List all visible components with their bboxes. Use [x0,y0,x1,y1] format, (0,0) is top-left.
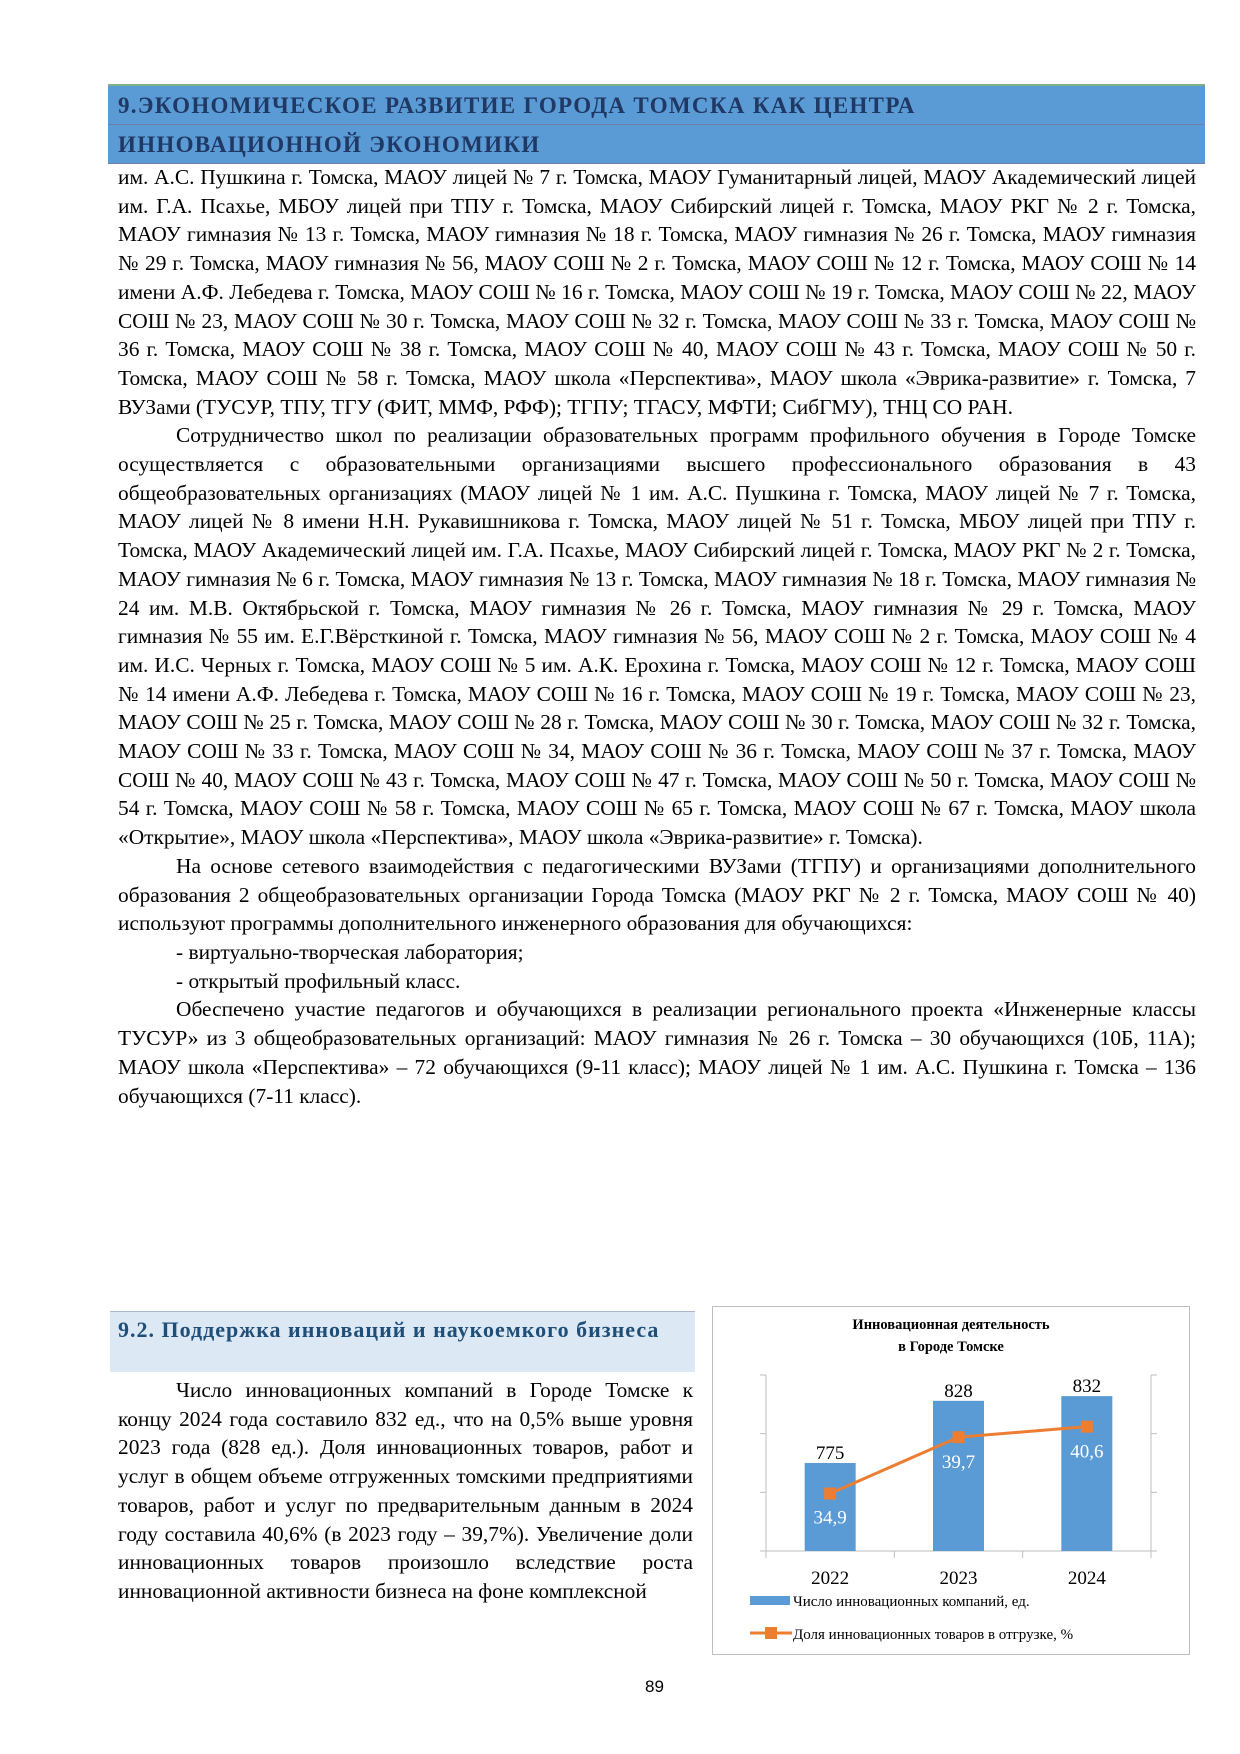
legend-bar-swatch [750,1596,790,1605]
chart-svg: Инновационная деятельность в Городе Томс… [737,1317,1173,1643]
section-header: 9.ЭКОНОМИЧЕСКОЕ РАЗВИТИЕ ГОРОДА ТОМСКА К… [108,84,1205,164]
line-marker-2023 [952,1431,965,1444]
line-value-label: 40,6 [1070,1442,1103,1463]
paragraph: Число инновационных компаний в Городе То… [118,1378,693,1603]
x-tick-label: 2022 [811,1568,849,1589]
bar-2024 [1061,1396,1113,1551]
x-tick-label: 2024 [1068,1568,1107,1589]
body-text: им. А.С. Пушкина г. Томска, МАОУ лицей №… [118,163,1196,1110]
bar-value-label: 828 [944,1381,973,1402]
paragraph: Обеспечено участие педагогов и обучающих… [118,997,1196,1108]
chart-title-line2: в Городе Томске [898,1339,1004,1355]
x-tick-label: 2023 [940,1568,978,1589]
line-value-label: 39,7 [942,1452,975,1473]
paragraph: им. А.С. Пушкина г. Томска, МАОУ лицей №… [118,165,1196,419]
paragraph: Сотрудничество школ по реализации образо… [118,423,1196,850]
bar-2022 [804,1463,856,1551]
list-item: - открытый профильный класс. [176,968,461,993]
legend-bar-label: Число инновационных компаний, ед. [793,1594,1030,1610]
section-title-line1: 9.ЭКОНОМИЧЕСКОЕ РАЗВИТИЕ ГОРОДА ТОМСКА К… [108,86,1205,125]
subsection-header: 9.2. Поддержка инноваций и наукоемкого б… [110,1311,695,1372]
right-tick-label: 35 [1159,1486,1173,1501]
legend-line-marker [765,1627,777,1639]
right-tick-label: 45 [1159,1369,1173,1384]
legend-line-label: Доля инновационных товаров в отгрузке, % [793,1627,1073,1643]
line-value-label: 34,9 [814,1508,847,1529]
line-marker-2022 [824,1487,837,1500]
left-tick-label: 700 [737,1545,758,1560]
subsection-text: Число инновационных компаний в Городе То… [118,1376,693,1606]
chart-title-line1: Инновационная деятельность [852,1317,1049,1333]
right-tick-label: 30 [1159,1545,1173,1560]
innovation-chart: Инновационная деятельность в Городе Томс… [712,1306,1190,1655]
bar-value-label: 775 [816,1443,845,1464]
list-item: - виртуально-творческая лаборатория; [176,939,524,964]
left-tick-label: 800 [737,1428,758,1443]
section-title-line2: ИННОВАЦИОННОЙ ЭКОНОМИКИ [108,125,1205,164]
left-tick-label: 850 [737,1369,758,1384]
paragraph: На основе сетевого взаимодействия с педа… [118,853,1196,936]
left-tick-label: 750 [737,1486,758,1501]
line-marker-2024 [1080,1420,1093,1433]
page-number: 89 [645,1677,664,1696]
right-tick-label: 40 [1159,1428,1173,1443]
bar-value-label: 832 [1073,1376,1102,1397]
subsection-title: 9.2. Поддержка инноваций и наукоемкого б… [118,1317,660,1342]
bar-2023 [933,1400,984,1551]
